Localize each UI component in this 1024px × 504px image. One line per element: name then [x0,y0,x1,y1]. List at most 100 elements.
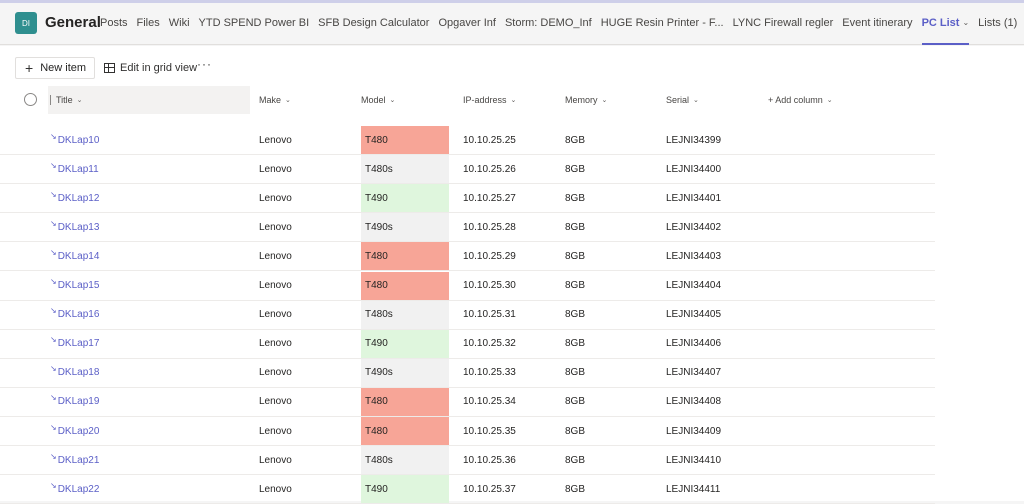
tab-files[interactable]: Files [137,0,160,45]
table-row[interactable]: ↘ DKLap11 Lenovo T480s 10.10.25.26 8GB LEJNI34… [0,155,935,185]
column-header-serial[interactable]: Serial ⌄ [666,86,699,114]
chevron-down-icon: ⌄ [285,97,291,104]
make-cell: Lenovo [259,250,292,262]
column-serial-label: Serial [666,95,690,105]
title-link[interactable]: DKLap21 [57,454,100,466]
new-item-icon: ↘ [50,335,57,345]
title-link[interactable]: DKLap16 [57,309,100,321]
title-cell[interactable]: ↘ DKLap10 [50,126,99,154]
column-divider [50,95,51,105]
tab-opgaver-inf[interactable]: Opgaver Inf [438,0,495,45]
ip-address-cell: 10.10.25.33 [463,367,516,379]
new-item-icon: ↘ [50,393,57,403]
channel-name[interactable]: General [45,14,101,31]
tab-label: Files [136,16,160,29]
table-row[interactable]: ↘ DKLap17 Lenovo T490 10.10.25.32 8GB LEJNI344… [0,329,935,359]
tab-posts[interactable]: Posts [100,0,128,45]
table-row[interactable]: ↘ DKLap16 Lenovo T480s 10.10.25.31 8GB LEJNI34… [0,300,935,330]
tab-bar: Posts Files Wiki YTD SPEND Power BI SFB Desi… [100,0,1024,45]
column-header-ip[interactable]: IP-address ⌄ [463,86,516,114]
title-cell[interactable]: ↘ DKLap19 [50,388,99,416]
table-row[interactable]: ↘ DKLap20 Lenovo T480 10.10.25.35 8GB LEJNI344… [0,417,935,446]
column-make-label: Make [259,95,282,105]
title-cell[interactable]: ↘ DKLap12 [50,184,99,212]
column-model-label: Model [361,95,386,105]
title-link[interactable]: DKLap15 [57,280,100,291]
tab-lists-1[interactable]: Lists (1) [978,0,1017,45]
table-row[interactable]: ↘ DKLap18 Lenovo T490s 10.10.25.33 8GB LEJNI34… [0,358,935,388]
title-cell[interactable]: ↘ DKLap17 [50,330,99,358]
model-cell: T480s [361,446,449,475]
edit-grid-view-button[interactable]: Edit in grid view [104,57,197,79]
title-link[interactable]: DKLap14 [57,250,100,262]
team-avatar[interactable]: DI [15,12,37,34]
new-item-icon: ↘ [50,480,57,490]
title-link[interactable]: DKLap12 [57,192,100,204]
tab-lync-firewall-regler[interactable]: LYNC Firewall regler [733,0,834,45]
table-row[interactable]: ↘ DKLap10 Lenovo T480 10.10.25.25 8GB LEJNI343… [0,126,935,155]
title-cell[interactable]: ↘ DKLap14 [50,242,99,270]
tab-sfb-design-calculator[interactable]: SFB Design Calculator [318,0,429,45]
make-cell: Lenovo [259,192,292,204]
add-column-button[interactable]: + Add column ⌄ [768,86,833,114]
chevron-down-icon: ⌄ [601,97,608,104]
title-link[interactable]: DKLap18 [57,367,100,379]
tab-label: Storm: DEMO_Inf [504,16,592,29]
title-link[interactable]: DKLap10 [57,134,100,146]
tab-event-itinerary[interactable]: Event itinerary [842,0,912,45]
tab-pc-list[interactable]: PC List ⌄ [921,0,970,45]
new-item-icon: ↘ [50,131,57,141]
new-item-label: New item [40,62,87,74]
column-header-model[interactable]: Model ⌄ [361,86,395,114]
make-cell: Lenovo [259,396,292,408]
title-cell[interactable]: ↘ DKLap18 [50,359,99,387]
table-row[interactable]: ↘ DKLap15 Lenovo T480 10.10.25.30 8GB LEJNI344… [0,271,935,301]
table-row[interactable]: ↘ DKLap22 Lenovo T490 10.10.25.37 8GB LEJNI344… [0,475,935,504]
ip-address-cell: 10.10.25.34 [463,396,516,408]
title-link[interactable]: DKLap22 [57,483,100,495]
model-cell: T490s [361,213,449,242]
serial-cell: LEJNI34402 [666,221,722,233]
memory-cell: 8GB [565,163,586,175]
tab-wiki[interactable]: Wiki [169,0,190,45]
model-cell: T490s [361,358,449,387]
column-header-make[interactable]: Make ⌄ [259,86,291,114]
new-item-button[interactable]: + New item [15,57,95,79]
title-cell[interactable]: ↘ DKLap11 [50,155,99,183]
model-cell: T490 [361,475,449,504]
memory-cell: 8GB [565,425,586,437]
tab-label: Opgaver Inf [438,16,496,29]
more-options-button[interactable]: ··· [197,57,212,71]
table-row[interactable]: ↘ DKLap21 Lenovo T480s 10.10.25.36 8GB LEJNI34… [0,446,935,476]
title-cell[interactable]: ↘ DKLap21 [50,446,99,474]
title-link[interactable]: DKLap19 [57,396,100,408]
title-link[interactable]: DKLap13 [57,221,100,233]
table-row[interactable]: ↘ DKLap14 Lenovo T480 10.10.25.29 8GB LEJNI344… [0,242,935,272]
tab-huge-resin-printer-f[interactable]: HUGE Resin Printer - F... [601,0,724,45]
tab-ytd-spend-power-bi[interactable]: YTD SPEND Power BI [199,0,310,45]
table-row[interactable]: ↘ DKLap19 Lenovo T480 10.10.25.34 8GB LEJNI344… [0,387,935,417]
chevron-down-icon[interactable]: ⌄ [962,18,970,27]
column-memory-label: Memory [565,95,598,105]
title-cell[interactable]: ↘ DKLap20 [50,417,99,445]
title-cell[interactable]: ↘ DKLap22 [50,475,99,503]
title-link[interactable]: DKLap11 [57,163,99,175]
serial-cell: LEJNI34405 [666,309,722,321]
chevron-down-icon: ⌄ [693,97,699,104]
tab-storm-demo-inf[interactable]: Storm: DEMO_Inf [505,0,592,45]
column-header-title[interactable]: Title ⌄ [48,86,250,114]
column-header-memory[interactable]: Memory ⌄ [565,86,607,114]
table-row[interactable]: ↘ DKLap13 Lenovo T490s 10.10.25.28 8GB LEJNI34… [0,213,935,243]
ip-address-cell: 10.10.25.28 [463,221,516,233]
title-link[interactable]: DKLap20 [57,425,100,437]
title-cell[interactable]: ↘ DKLap16 [50,301,99,329]
select-all-checkbox[interactable] [24,93,37,106]
model-cell: T480s [361,300,449,329]
title-link[interactable]: DKLap17 [57,338,100,350]
title-cell[interactable]: ↘ DKLap13 [50,213,99,241]
chevron-down-icon: ⌄ [826,97,833,104]
table-row[interactable]: ↘ DKLap12 Lenovo T490 10.10.25.27 8GB LEJNI344… [0,184,935,214]
title-cell[interactable]: ↘ DKLap15 [50,272,99,300]
model-cell: T480 [361,417,449,445]
make-cell: Lenovo [259,280,292,291]
